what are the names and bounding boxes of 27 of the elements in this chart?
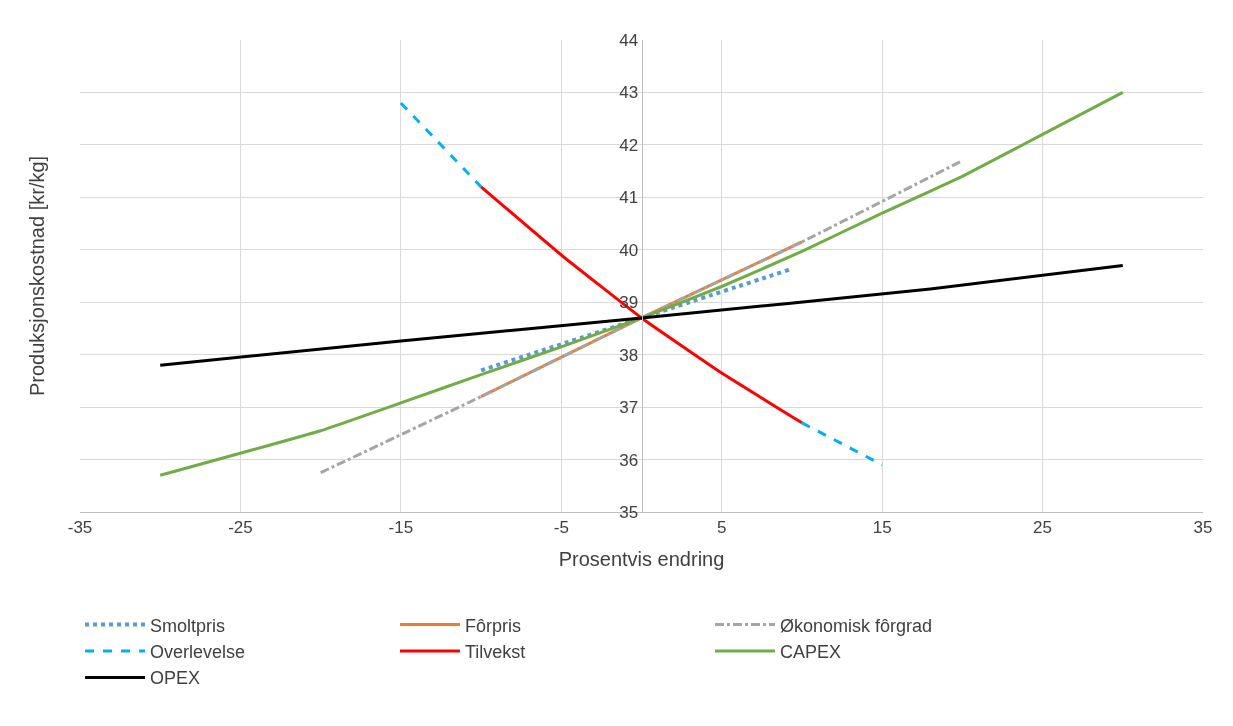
y-tick-label: 35 xyxy=(619,502,639,522)
y-tick-label: 40 xyxy=(619,240,639,260)
x-tick-label: 5 xyxy=(716,518,727,538)
y-tick-label: 36 xyxy=(619,450,639,470)
x-tick-label: -35 xyxy=(67,518,93,538)
legend-label: Økonomisk fôrgrad xyxy=(780,615,933,636)
y-tick-label: 44 xyxy=(619,30,639,50)
x-tick-label: -15 xyxy=(388,518,414,538)
x-tick-label: 35 xyxy=(1193,518,1213,538)
legend-label: Tilvekst xyxy=(465,642,526,663)
y-tick-label: 38 xyxy=(619,345,639,365)
x-axis-title: Prosentvis endring xyxy=(558,547,725,570)
x-tick-label: -25 xyxy=(228,518,253,538)
legend-label: OPEX xyxy=(150,668,201,689)
x-tick-label: -5 xyxy=(553,518,569,538)
y-tick-label: 41 xyxy=(619,188,639,208)
y-axis-title: Produksjonskostnad [kr/kg] xyxy=(26,155,48,396)
y-tick-label: 42 xyxy=(619,135,639,155)
legend-label: Smoltpris xyxy=(150,615,226,636)
x-tick-label: 25 xyxy=(1033,518,1053,538)
y-tick-label: 37 xyxy=(619,398,639,418)
x-tick-label: 15 xyxy=(872,518,892,538)
y-tick-label: 39 xyxy=(619,293,639,313)
legend-label: CAPEX xyxy=(780,642,842,663)
y-tick-label: 43 xyxy=(619,83,639,103)
legend-label: Fôrpris xyxy=(465,615,522,636)
legend-label: Overlevelse xyxy=(150,642,246,663)
